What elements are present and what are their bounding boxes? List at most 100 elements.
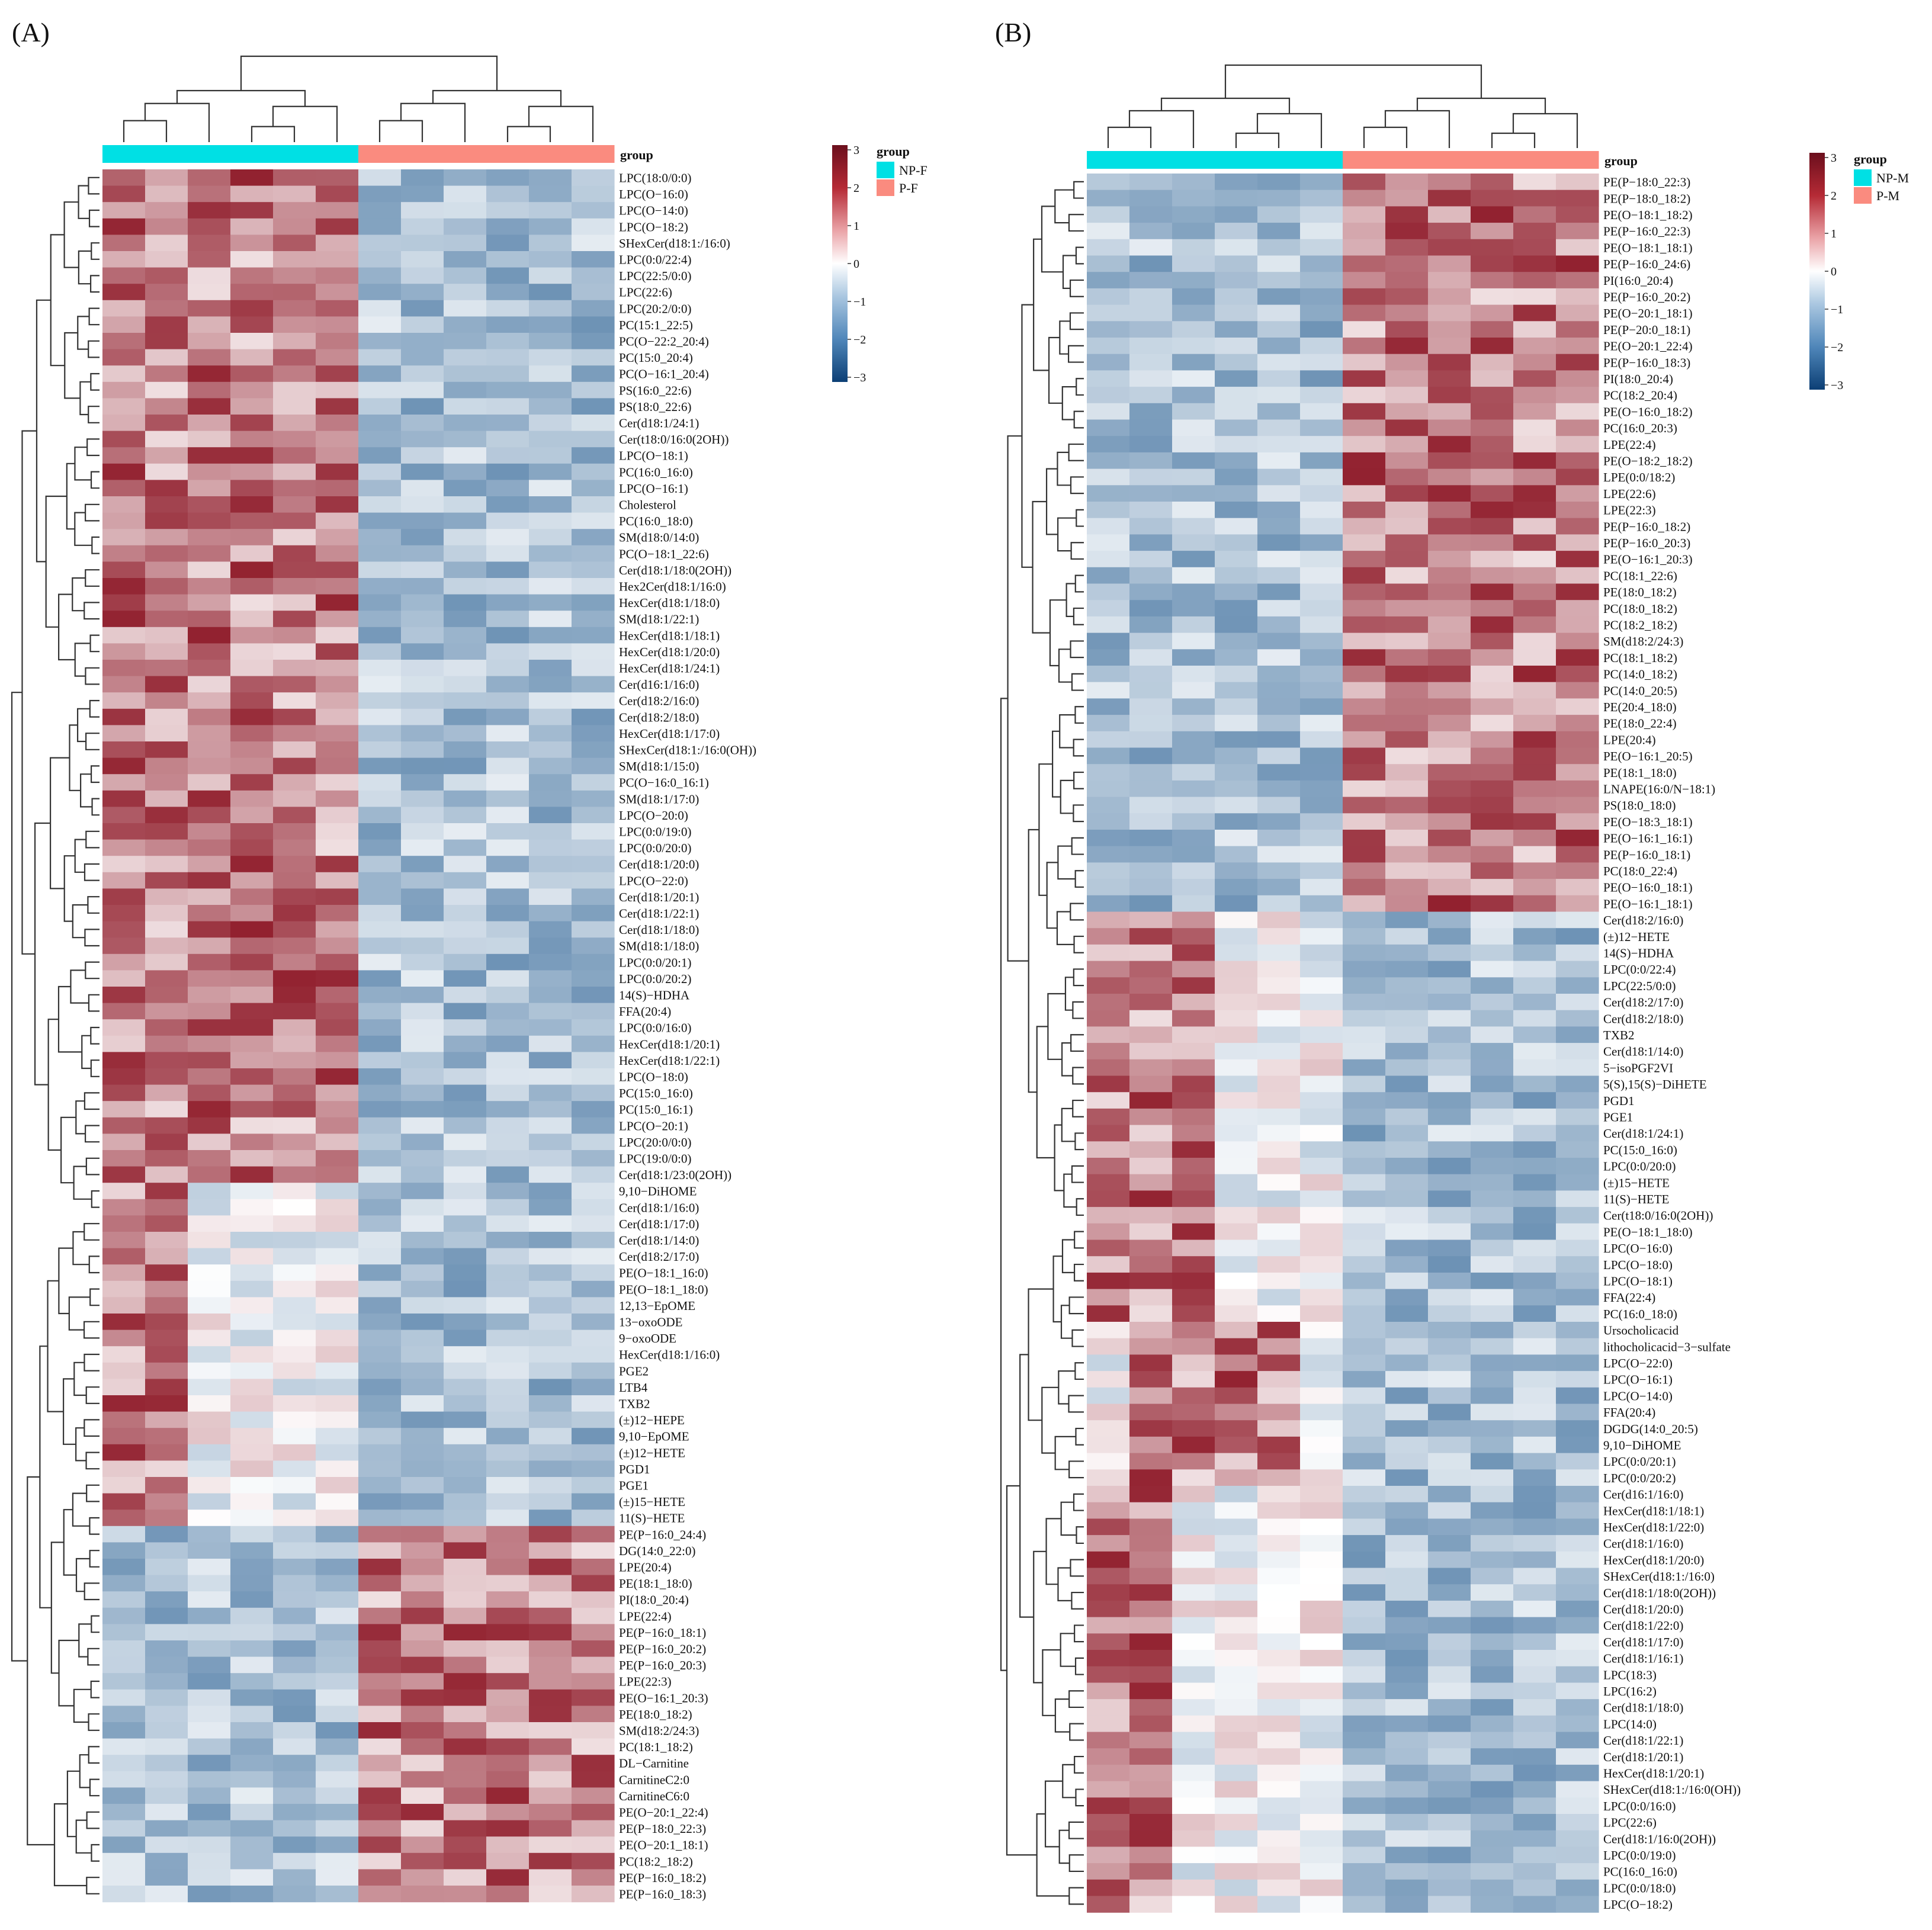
row-label: PC(16:0_16:0) — [1603, 1865, 1677, 1879]
heatmap-cell — [1343, 468, 1386, 486]
heatmap-cell — [230, 463, 274, 480]
heatmap-cell — [1172, 1814, 1215, 1831]
heatmap-cell — [1172, 1190, 1215, 1208]
heatmap-cell — [1215, 436, 1258, 453]
heatmap-cell — [1257, 944, 1301, 962]
heatmap-cell — [1257, 485, 1301, 502]
heatmap-cell — [444, 1886, 487, 1903]
heatmap-cell — [1087, 1486, 1130, 1503]
heatmap-cell — [316, 987, 359, 1004]
heatmap-cell — [1343, 174, 1386, 191]
row-label: HexCer(d18:1/20:0) — [1603, 1553, 1704, 1567]
heatmap-cell — [1428, 1551, 1471, 1569]
legend-swatch — [877, 179, 894, 196]
heatmap-cell — [486, 1755, 529, 1772]
heatmap-cell — [316, 1379, 359, 1396]
heatmap-cell — [102, 284, 146, 301]
heatmap-cell — [1385, 1682, 1429, 1700]
heatmap-cell — [230, 333, 274, 350]
heatmap-cell — [529, 708, 572, 725]
heatmap-cell — [1129, 1617, 1173, 1634]
heatmap-cell — [529, 1673, 572, 1690]
heatmap-cell — [444, 1755, 487, 1772]
dendrogram-branch — [1070, 640, 1084, 659]
heatmap-cell — [1257, 1830, 1301, 1847]
heatmap-cell — [102, 937, 146, 955]
heatmap-cell — [1343, 1207, 1386, 1224]
row-label: PE(O−16:1_16:1) — [1603, 831, 1693, 846]
heatmap-cell — [102, 561, 146, 579]
row-label: PE(P−16:0_20:3) — [619, 1658, 706, 1672]
heatmap-cell — [1343, 830, 1386, 847]
heatmap-cell — [1129, 419, 1173, 436]
heatmap-cell — [1172, 961, 1215, 978]
heatmap-cell — [1129, 797, 1173, 814]
heatmap-cell — [1087, 338, 1130, 355]
heatmap-cell — [316, 1215, 359, 1232]
row-label: PC(O−16:1_20:4) — [619, 367, 709, 381]
heatmap-cell — [1300, 567, 1343, 585]
heatmap-cell — [1556, 1338, 1599, 1355]
row-label: LPC(O−18:1) — [1603, 1274, 1673, 1289]
heatmap-cell — [145, 692, 188, 709]
heatmap-cell — [1215, 272, 1258, 289]
heatmap-cell — [102, 1575, 146, 1592]
row-label: PC(16:0_16:0) — [619, 465, 693, 479]
heatmap-cell — [486, 1787, 529, 1804]
heatmap-cell — [572, 1624, 615, 1641]
heatmap-cell — [230, 1314, 274, 1331]
heatmap-cell — [102, 1706, 146, 1723]
heatmap-cell — [1556, 1879, 1599, 1897]
heatmap-cell — [230, 1395, 274, 1412]
heatmap-cell — [1129, 321, 1173, 338]
heatmap-cell — [401, 921, 444, 938]
row-label: SHexCer(d18:1:/16:0) — [1603, 1569, 1715, 1584]
heatmap-cell — [1129, 1289, 1173, 1306]
heatmap-cell — [1385, 600, 1429, 617]
heatmap-cell — [1343, 239, 1386, 256]
heatmap-cell — [188, 1886, 231, 1903]
heatmap-cell — [1343, 780, 1386, 798]
heatmap-cell — [358, 1836, 402, 1854]
row-label: Cer(d18:2/18:0) — [619, 710, 699, 724]
heatmap-cell — [1513, 1650, 1556, 1667]
heatmap-cell — [316, 1706, 359, 1723]
row-label: 14(S)−HDHA — [1603, 946, 1674, 961]
heatmap-cell — [273, 1852, 316, 1870]
group-annotation-cell — [529, 145, 572, 163]
heatmap-cell — [1471, 1732, 1514, 1749]
heatmap-cell — [316, 398, 359, 415]
heatmap-cell — [273, 643, 316, 660]
heatmap-cell — [145, 1575, 188, 1592]
heatmap-cell — [230, 512, 274, 529]
heatmap-cell — [572, 1689, 615, 1706]
row-label: Cer(d18:1/24:1) — [619, 416, 699, 431]
heatmap-cell — [145, 1493, 188, 1510]
heatmap-cell — [1087, 304, 1130, 322]
heatmap-cell — [273, 267, 316, 284]
heatmap-cell — [486, 398, 529, 415]
heatmap-cell — [1428, 1075, 1471, 1093]
heatmap-cell — [572, 660, 615, 677]
heatmap-cell — [1215, 1371, 1258, 1388]
heatmap-cell — [316, 1542, 359, 1559]
heatmap-cell — [1471, 747, 1514, 765]
row-label: PI(18:0_20:4) — [619, 1593, 689, 1607]
dendrogram-branch — [1235, 132, 1280, 148]
heatmap-cell — [1513, 206, 1556, 223]
heatmap-cell — [358, 1150, 402, 1167]
heatmap-cell — [145, 790, 188, 807]
row-label: Cer(d18:2/16:0) — [619, 694, 699, 708]
heatmap-cell — [486, 349, 529, 366]
color-scale-tick-label: −2 — [1831, 341, 1843, 354]
heatmap-cell — [572, 757, 615, 775]
heatmap-cell — [486, 741, 529, 759]
heatmap-cell — [486, 1852, 529, 1870]
heatmap-cell — [1257, 1207, 1301, 1224]
heatmap-cell — [1343, 1190, 1386, 1208]
heatmap-cell — [316, 1755, 359, 1772]
dendrogram-branch — [63, 1509, 77, 1576]
heatmap-cell — [230, 218, 274, 235]
heatmap-cell — [486, 169, 529, 187]
heatmap-cell — [188, 1444, 231, 1461]
